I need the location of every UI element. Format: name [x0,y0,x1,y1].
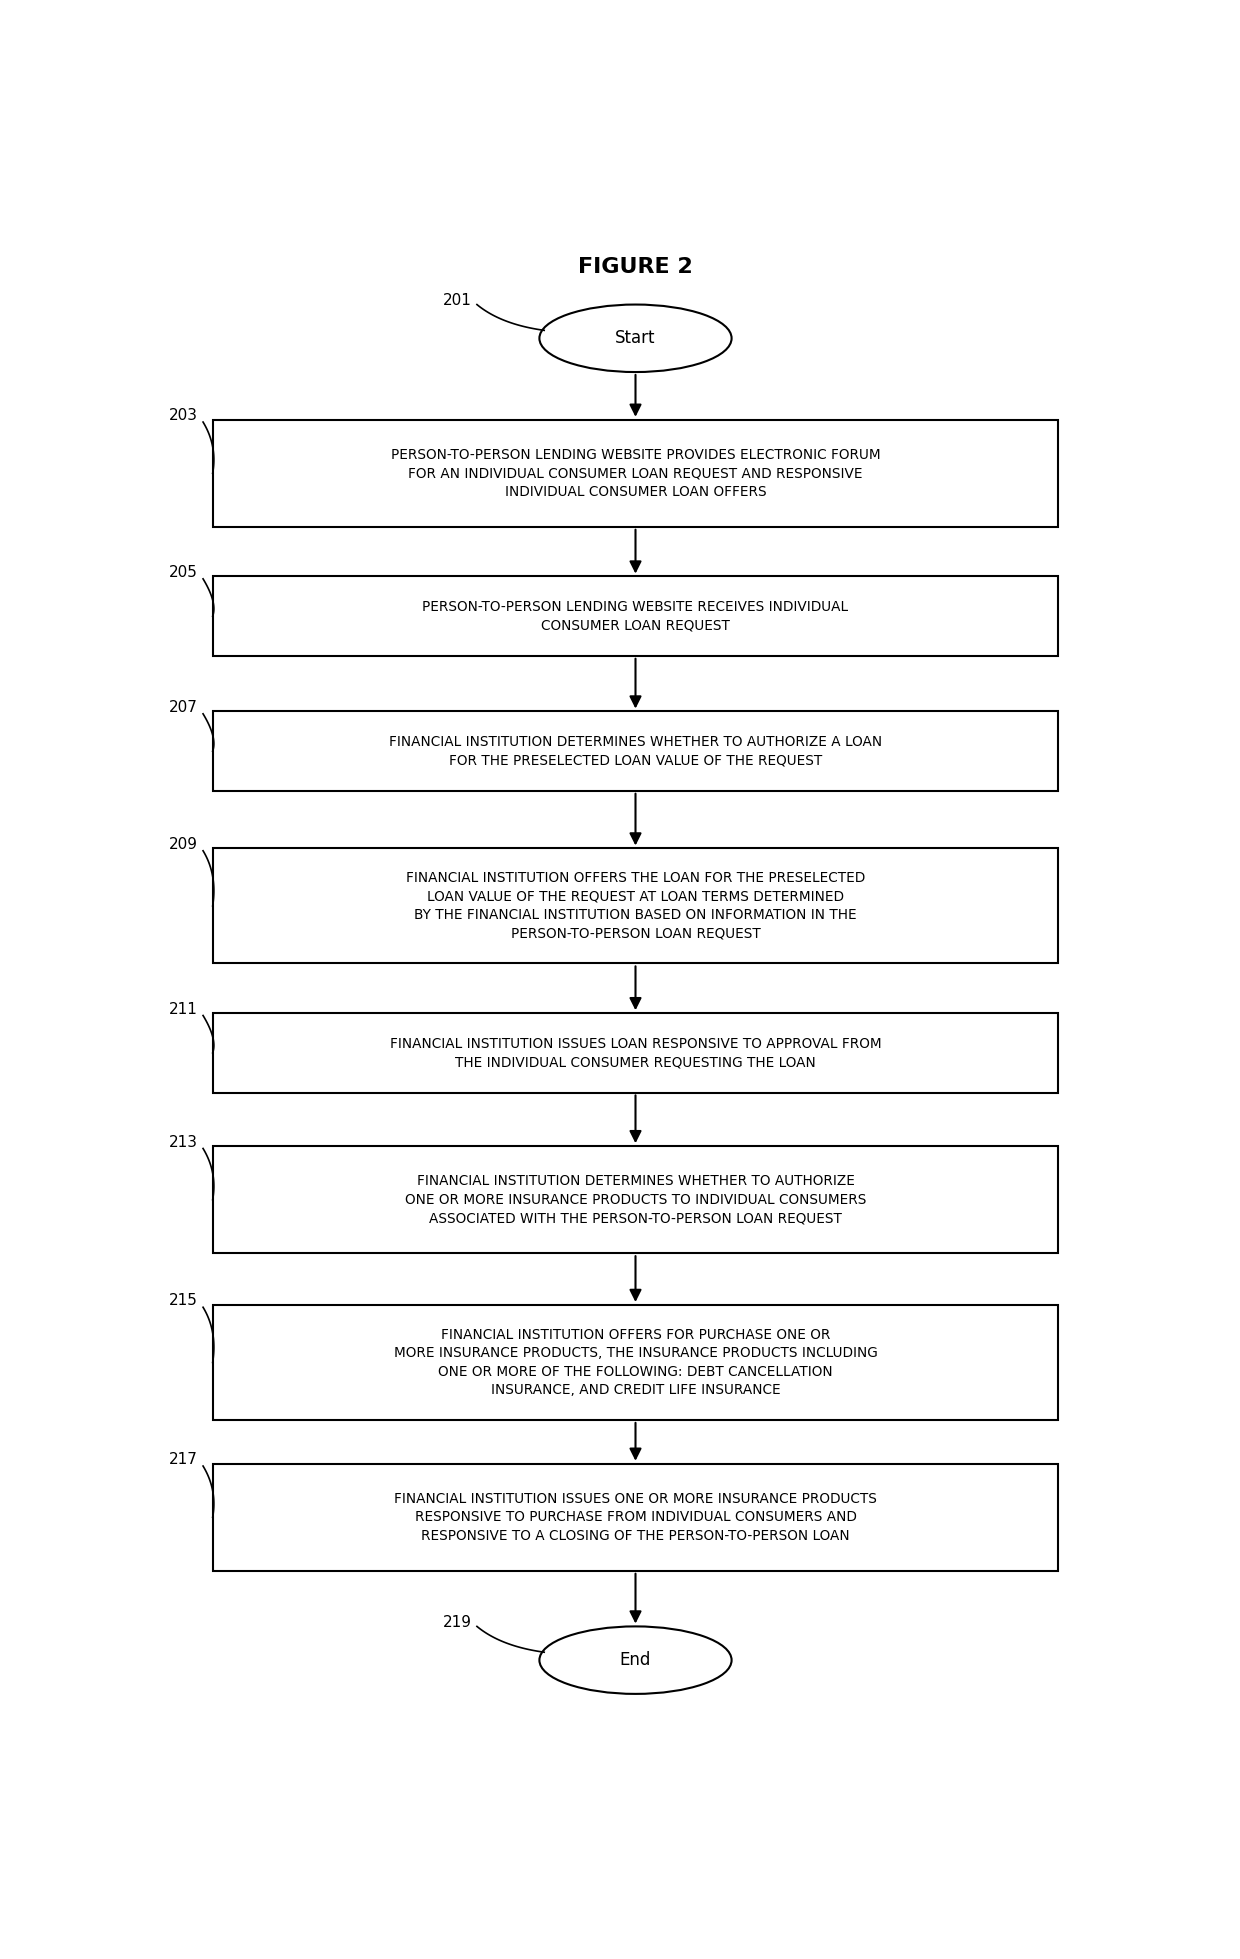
Bar [213,419,1059,527]
Text: 215: 215 [170,1293,198,1309]
Text: 205: 205 [170,564,198,580]
Text: End: End [620,1651,651,1669]
Text: Start: Start [615,329,656,347]
Text: FINANCIAL INSTITUTION ISSUES ONE OR MORE INSURANCE PRODUCTS
RESPONSIVE TO PURCHA: FINANCIAL INSTITUTION ISSUES ONE OR MORE… [394,1493,877,1542]
Bar [213,848,1059,964]
Bar [213,1305,1059,1420]
Ellipse shape [539,1626,732,1695]
Bar [213,1013,1059,1093]
Text: FINANCIAL INSTITUTION DETERMINES WHETHER TO AUTHORIZE
ONE OR MORE INSURANCE PROD: FINANCIAL INSTITUTION DETERMINES WHETHER… [404,1173,867,1224]
Text: FINANCIAL INSTITUTION OFFERS THE LOAN FOR THE PRESELECTED
LOAN VALUE OF THE REQU: FINANCIAL INSTITUTION OFFERS THE LOAN FO… [405,872,866,940]
Text: 217: 217 [170,1452,198,1467]
Text: 219: 219 [443,1614,472,1630]
Bar [213,711,1059,791]
Text: 207: 207 [170,699,198,715]
Bar [213,1146,1059,1254]
Bar [213,1463,1059,1571]
Text: 211: 211 [170,1001,198,1017]
Text: FINANCIAL INSTITUTION ISSUES LOAN RESPONSIVE TO APPROVAL FROM
THE INDIVIDUAL CON: FINANCIAL INSTITUTION ISSUES LOAN RESPON… [389,1036,882,1070]
Text: PERSON-TO-PERSON LENDING WEBSITE RECEIVES INDIVIDUAL
CONSUMER LOAN REQUEST: PERSON-TO-PERSON LENDING WEBSITE RECEIVE… [423,599,848,633]
Text: 203: 203 [169,407,198,423]
Text: PERSON-TO-PERSON LENDING WEBSITE PROVIDES ELECTRONIC FORUM
FOR AN INDIVIDUAL CON: PERSON-TO-PERSON LENDING WEBSITE PROVIDE… [391,449,880,500]
Text: FIGURE 2: FIGURE 2 [578,257,693,276]
Text: FINANCIAL INSTITUTION OFFERS FOR PURCHASE ONE OR
MORE INSURANCE PRODUCTS, THE IN: FINANCIAL INSTITUTION OFFERS FOR PURCHAS… [393,1328,878,1397]
Text: 201: 201 [443,294,472,308]
Text: 209: 209 [169,836,198,852]
Text: FINANCIAL INSTITUTION DETERMINES WHETHER TO AUTHORIZE A LOAN
FOR THE PRESELECTED: FINANCIAL INSTITUTION DETERMINES WHETHER… [389,735,882,768]
Bar [213,576,1059,656]
Text: 213: 213 [169,1134,198,1150]
Ellipse shape [539,304,732,372]
